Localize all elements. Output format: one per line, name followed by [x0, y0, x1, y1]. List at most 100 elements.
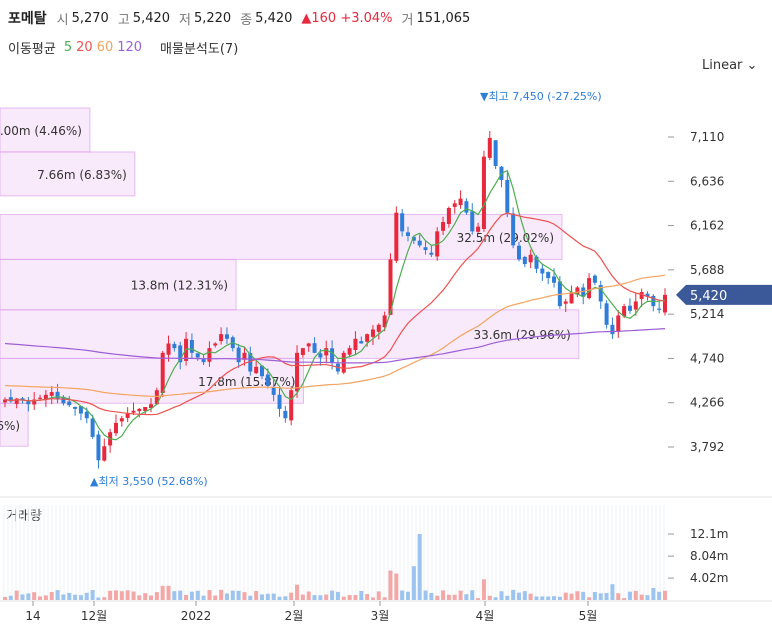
volume-bar [119, 591, 124, 600]
volume-bar [481, 579, 486, 600]
candle-body [84, 411, 89, 419]
volume-bar [376, 591, 381, 600]
time-tick-label: 3월 [371, 609, 390, 623]
volume-bar [382, 597, 387, 600]
quote-header: 포메탈 시 5,270 고 5,420 저 5,220 종 5,420 ▲160 +3.… [8, 7, 479, 29]
candle-body [102, 446, 107, 461]
volume-bar [411, 566, 416, 600]
volume-bar [464, 594, 469, 600]
candle-body [458, 198, 463, 206]
volume-bar [575, 591, 580, 600]
price-tick-label: 5,688 [690, 263, 724, 277]
volume-bar [552, 596, 557, 600]
scale-toggle[interactable]: Linear ⌄ [702, 58, 757, 73]
volume-bar [534, 596, 539, 600]
volume-bar [32, 592, 37, 600]
candle-body [306, 343, 311, 347]
stock-name: 포메탈 [8, 11, 47, 27]
volume-bar [330, 590, 335, 600]
candle-body [359, 341, 364, 344]
volume-profile-toggle[interactable]: 매물분석도(7) [160, 42, 239, 57]
volume-bar [651, 588, 656, 600]
candle-body [119, 418, 124, 422]
ma-title: 이동평균 [8, 42, 56, 57]
low-annotation: ▲최저 3,550 (52.68%) [90, 475, 208, 488]
volume-bar [67, 592, 72, 600]
ma-legend[interactable]: 이동평균 5 20 60 120 매물분석도(7) [8, 38, 242, 57]
volume-bar [143, 593, 148, 600]
ma-120-label: 120 [117, 40, 143, 55]
candle-body [470, 211, 475, 232]
candle-body [236, 347, 241, 363]
volume-bar [43, 595, 48, 600]
volume-bar [587, 597, 592, 600]
candle-body [160, 352, 165, 393]
volume-bar [359, 590, 364, 600]
volume-bar [26, 593, 31, 600]
volume-bar [277, 596, 282, 600]
volume-tick-label: 4.02m [690, 571, 728, 585]
volume-bar [604, 593, 609, 600]
close-label: 종 [240, 12, 253, 28]
volume-bar [108, 590, 113, 600]
candle-body [78, 406, 83, 414]
volume-bar [569, 593, 574, 600]
candle-body [143, 407, 148, 411]
volume-profile-label: 1.75m (1.56%) [0, 419, 20, 433]
candle-body [73, 406, 78, 409]
high-label: 고 [117, 12, 130, 28]
volume-value: 151,065 [416, 10, 471, 26]
candle-body [283, 410, 288, 419]
candle-body [213, 343, 218, 346]
volume-bar [335, 591, 340, 600]
time-tick-label: 14 [25, 609, 40, 623]
candle-body [452, 203, 457, 207]
candle-body [14, 398, 19, 404]
candle-body [96, 434, 101, 461]
volume-bar [242, 592, 247, 600]
candle-body [411, 236, 416, 241]
candle-body [154, 390, 159, 405]
chevron-down-icon: ⌄ [746, 58, 758, 73]
candle-body [476, 226, 481, 232]
ma-20-label: 20 [76, 40, 93, 55]
candle-body [528, 254, 533, 263]
volume-bar [55, 590, 60, 600]
volume-bar [645, 595, 650, 600]
candle-body [254, 366, 259, 374]
candle-body [32, 399, 37, 405]
candle-body [622, 306, 627, 317]
volume-bar [61, 594, 66, 600]
current-price-label: 5,420 [690, 289, 727, 304]
volume-profile-label: 13.8m (12.31%) [131, 279, 228, 293]
ma-60-label: 60 [96, 40, 114, 55]
candle-body [26, 401, 31, 405]
candle-body [429, 252, 434, 255]
volume-bar [207, 590, 212, 600]
candle-body [365, 334, 370, 342]
volume-bar [213, 595, 218, 600]
volume-bar [476, 598, 481, 600]
volume-bar [248, 595, 253, 600]
candle-body [493, 140, 498, 166]
volume-bar [78, 595, 83, 600]
volume-bar [388, 570, 393, 600]
volume-bar [406, 591, 411, 600]
candle-body [604, 303, 609, 325]
close-value: 5,420 [255, 10, 293, 26]
candle-body [511, 213, 516, 246]
volume-bar [557, 596, 562, 600]
candle-body [616, 315, 621, 332]
volume-bar [131, 591, 136, 600]
volume-bar [441, 590, 446, 600]
volume-bar [610, 584, 615, 600]
low-value: 5,220 [193, 10, 232, 26]
volume-bar [581, 591, 586, 600]
volume-bar [8, 595, 13, 600]
candle-body [645, 293, 650, 297]
time-tick-label: 12월 [81, 609, 107, 623]
time-axis: 14 12월 2022 2월 3월 4월 5월 [25, 601, 597, 623]
candle-body [312, 343, 317, 353]
volume-bar [452, 594, 457, 600]
